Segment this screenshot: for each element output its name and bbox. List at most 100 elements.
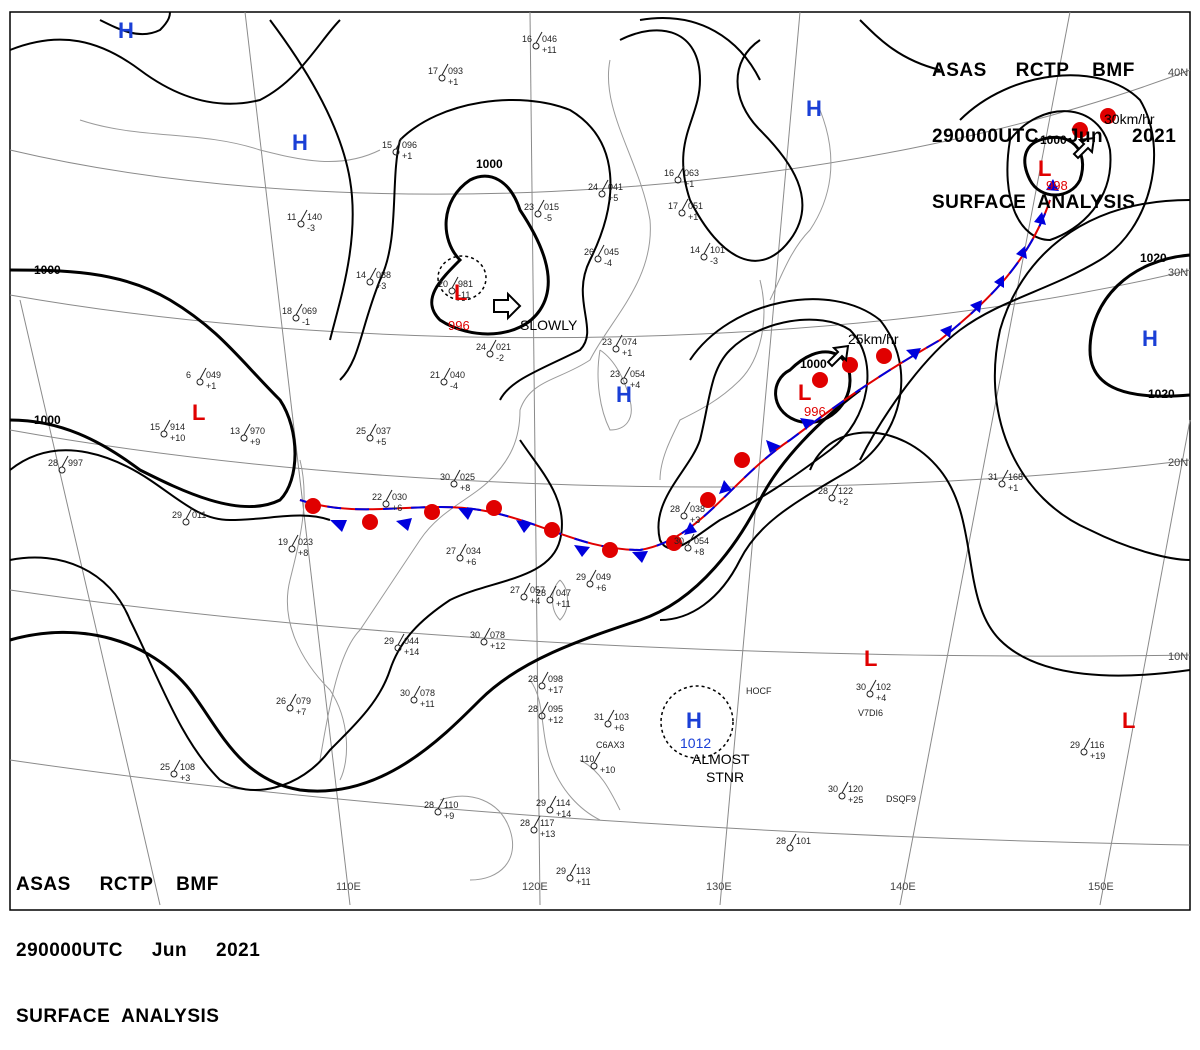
station-tendency: +5 [376, 437, 386, 447]
lon-label: 130E [706, 881, 732, 893]
warm-front-symbol [602, 542, 618, 558]
coast-mongolia [79, 119, 381, 163]
station-pressure: 078 [420, 688, 435, 698]
cold-front-symbol [1034, 212, 1046, 225]
isobar-north-east [859, 74, 1156, 461]
wind-barb [395, 137, 403, 150]
station-tendency: +9 [250, 437, 260, 447]
cold-front-symbol [330, 520, 347, 532]
station-plot: 6 049+1 [186, 367, 221, 391]
station-pressure: 011 [192, 510, 206, 520]
header-line-2: 290000UTC Jun 2021 [16, 940, 261, 961]
surface-analysis-map: 1000 1000 1000 1000 1000 1020 1020 40N 3… [9, 11, 1191, 911]
wind-barb [681, 198, 689, 211]
station-pressure: 041 [608, 182, 623, 192]
isobar-central-trough [9, 439, 563, 791]
station-pressure: 023 [298, 537, 313, 547]
station-temperature: 14 [356, 270, 366, 280]
wind-barb [385, 489, 393, 502]
motion-arrows [493, 136, 1096, 368]
station-temperature: 18 [282, 306, 292, 316]
station-plot: 25 037+5 [356, 423, 391, 447]
station-pressure: 113 [576, 866, 590, 876]
station-pressure: 981 [458, 279, 473, 289]
isobar-label: 1000 [34, 413, 61, 427]
low-center-letter: L [1038, 156, 1051, 181]
wind-barb [541, 671, 549, 684]
station-pressure: 095 [548, 704, 563, 714]
station-tendency: +9 [444, 811, 454, 821]
station-tendency: +25 [848, 795, 863, 805]
stationary-note-line2: STNR [706, 769, 744, 785]
front-cold-symbols [330, 179, 1059, 563]
high-centers: H H H H H H [118, 18, 1158, 733]
station-plot: 28 038+3 [670, 501, 705, 525]
station-plot: 27 034+6 [446, 543, 481, 567]
cold-front-symbol [800, 418, 814, 430]
wind-barb [615, 334, 623, 347]
header-bottom-left: ASAS RCTP BMF 290000UTC Jun 2021 SURFACE… [16, 830, 260, 1050]
low-center-letter: L [454, 280, 467, 305]
header-top-right: ASAS RCTP BMF 290000UTC Jun 2021 SURFACE… [932, 16, 1176, 236]
isobar-label: 1000 [34, 263, 61, 277]
station-tendency: -4 [450, 381, 458, 391]
station-temperature: 28 [536, 588, 546, 598]
station-temperature: 17 [668, 201, 678, 211]
low-center-letter: L [864, 646, 877, 671]
wind-barb [549, 795, 557, 808]
cold-front-symbol [396, 518, 412, 531]
low-center-letter: L [192, 400, 205, 425]
wind-barb [1001, 469, 1009, 482]
station-plot: 25 108+3 [160, 759, 195, 783]
station-tendency: +10 [600, 765, 615, 775]
station-plot: 31 103+6 [594, 709, 629, 733]
front-line-blue [299, 199, 1051, 552]
isobar-northwest2 [99, 11, 171, 36]
cold-front-symbol [574, 545, 590, 557]
stationary-front [299, 199, 1051, 552]
isobar-south-big [9, 388, 861, 793]
station-temperature: 16 [664, 168, 674, 178]
station-plot: 110 +10 [580, 751, 615, 775]
isobar-northwest [9, 19, 341, 105]
station-pressure: 015 [544, 202, 559, 212]
wind-barb [413, 685, 421, 698]
station-plot: 29 049+6 [576, 569, 611, 593]
station-temperature: 24 [588, 182, 598, 192]
station-plot: 28 098+17 [528, 671, 563, 695]
ship-id: DSQF9 [886, 794, 916, 804]
station-plot: 11 140-3 [287, 209, 322, 233]
station-temperature: 13 [230, 426, 240, 436]
station-temperature: 28 [776, 836, 786, 846]
station-tendency: +6 [466, 557, 476, 567]
station-tendency: +8 [460, 483, 470, 493]
station-pressure: 120 [848, 784, 863, 794]
station-temperature: 30 [828, 784, 838, 794]
wind-barb [687, 533, 695, 546]
station-temperature: 6 [186, 370, 191, 380]
station-tendency: -3 [307, 223, 315, 233]
station-temperature: 21 [430, 370, 440, 380]
station-temperature: 28 [528, 704, 538, 714]
isobar-mid-pacific [809, 431, 1191, 677]
wind-barb [483, 627, 491, 640]
isobar-north-china [339, 99, 612, 401]
warm-front-symbol [666, 535, 682, 551]
station-tendency: +5 [608, 193, 618, 203]
station-plot: 28 997 [48, 455, 83, 474]
station-pressure: 078 [490, 630, 505, 640]
station-tendency: -3 [710, 256, 718, 266]
cold-front-symbol [632, 551, 648, 563]
station-plot: 22 030+6 [372, 489, 407, 513]
isobar-1020-east [1088, 253, 1191, 398]
header-line-3: SURFACE ANALYSIS [16, 1006, 220, 1027]
isobar-mongolia [269, 19, 354, 341]
station-plot: 30 120+25 [828, 781, 863, 805]
station-pressure: 101 [710, 245, 725, 255]
station-pressure: 088 [376, 270, 391, 280]
high-center-pressure: 1012 [680, 735, 711, 751]
station-pressure: 997 [68, 458, 83, 468]
station-tendency: +7 [296, 707, 306, 717]
wind-barb [300, 209, 308, 222]
